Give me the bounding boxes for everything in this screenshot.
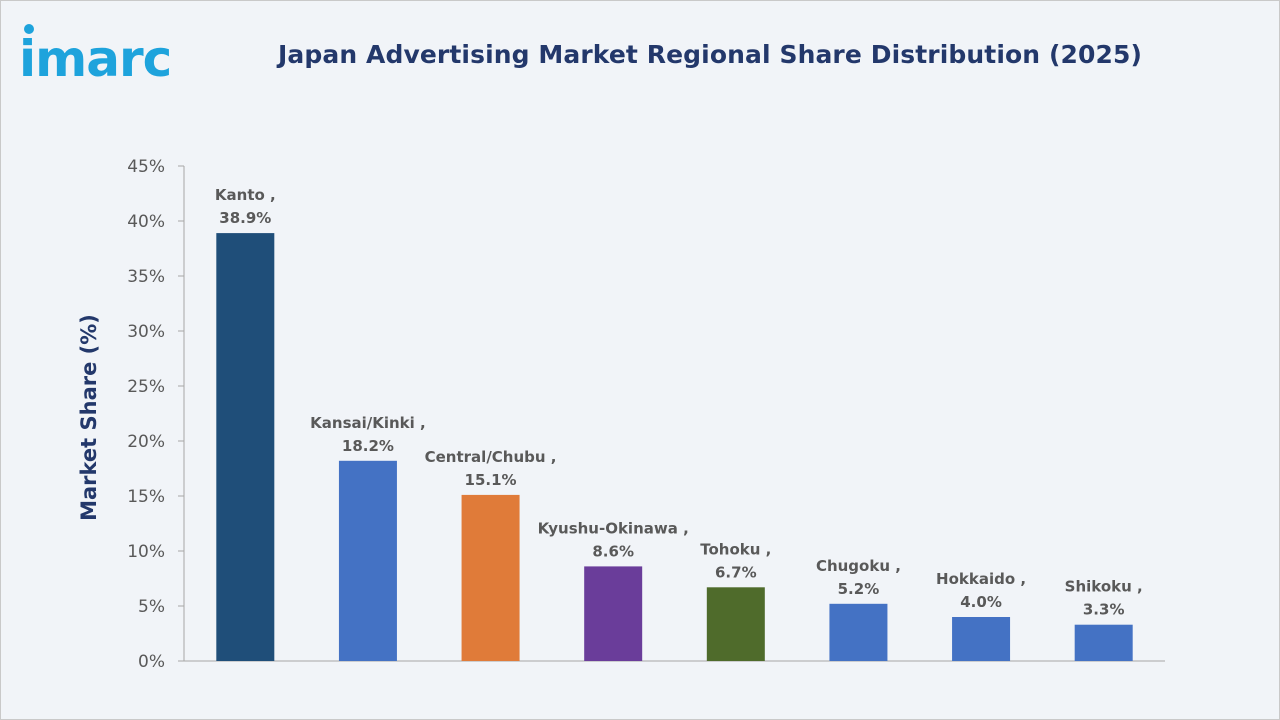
- data-label-category: Kansai/Kinki ,: [310, 414, 426, 432]
- bar: [829, 603, 888, 661]
- y-tick-label: 35%: [127, 267, 165, 287]
- logo-dot: [24, 24, 34, 34]
- bar: [338, 460, 397, 661]
- data-label-category: Shikoku ,: [1065, 578, 1143, 596]
- chart-title: Japan Advertising Market Regional Share …: [278, 40, 1142, 69]
- bar: [952, 617, 1011, 661]
- bar: [584, 566, 643, 661]
- data-label-category: Kanto ,: [215, 186, 276, 204]
- data-label-value: 15.1%: [465, 471, 517, 489]
- bar: [706, 587, 765, 661]
- data-label-category: Hokkaido ,: [936, 570, 1026, 588]
- y-tick-label: 25%: [127, 377, 165, 397]
- data-label-value: 6.7%: [715, 563, 757, 581]
- data-label-value: 18.2%: [342, 437, 394, 455]
- data-label-category: Central/Chubu ,: [425, 448, 557, 466]
- y-tick-label: 20%: [127, 432, 165, 452]
- data-label-category: Tohoku ,: [700, 540, 771, 558]
- data-label-value: 5.2%: [838, 580, 880, 598]
- bar: [216, 233, 275, 661]
- y-tick-label: 0%: [138, 652, 165, 672]
- y-tick-label: 5%: [138, 597, 165, 617]
- logo-text: imarc: [20, 30, 171, 82]
- data-label-value: 3.3%: [1083, 601, 1125, 619]
- bar: [461, 494, 520, 661]
- data-label-category: Chugoku ,: [816, 557, 901, 575]
- data-label-category: Kyushu-Okinawa ,: [538, 519, 689, 537]
- y-tick-label: 45%: [127, 157, 165, 177]
- data-label-value: 8.6%: [592, 542, 634, 560]
- bar: [1074, 624, 1133, 661]
- data-label-value: 4.0%: [960, 593, 1002, 611]
- y-tick-label: 10%: [127, 542, 165, 562]
- y-tick-label: 15%: [127, 487, 165, 507]
- y-tick-label: 40%: [127, 212, 165, 232]
- imarc-logo: imarc: [20, 24, 172, 82]
- y-tick-label: 30%: [127, 322, 165, 342]
- data-label-value: 38.9%: [219, 209, 271, 227]
- y-axis-title: Market Share (%): [77, 314, 101, 521]
